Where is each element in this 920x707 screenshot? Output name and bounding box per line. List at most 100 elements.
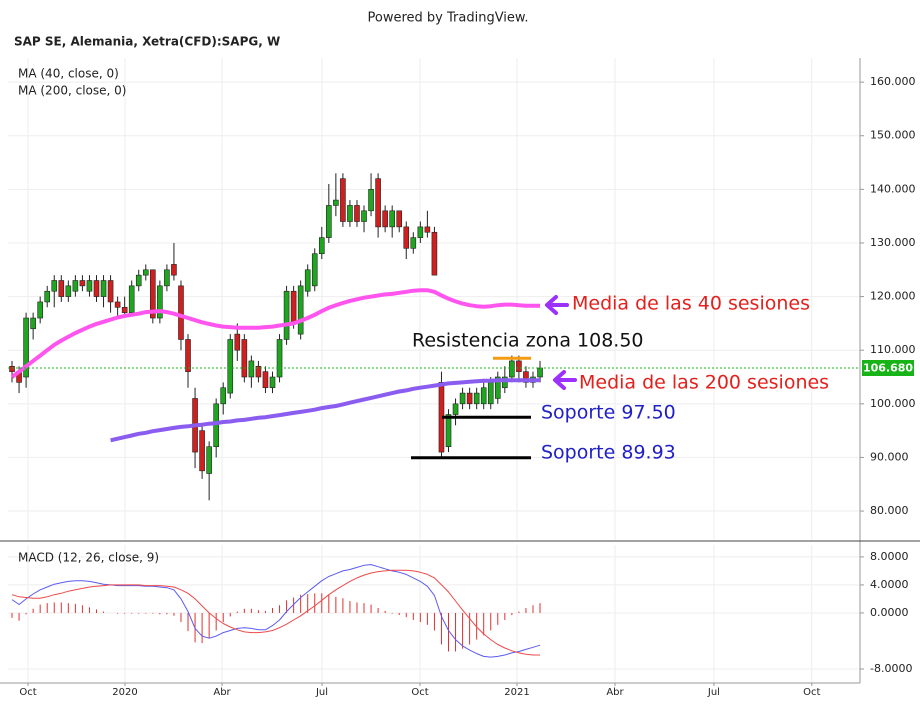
candle-body: [185, 339, 191, 372]
y-tick-label: 80.000: [870, 504, 909, 517]
candle-body: [220, 387, 227, 405]
candle-body: [431, 231, 438, 276]
candle-body: [213, 403, 219, 448]
candle-body: [473, 392, 480, 405]
candle-body: [537, 367, 543, 378]
candle-body: [445, 414, 452, 448]
legend-entry: MA (40, close, 0): [18, 67, 119, 81]
y-tick-label: 160.000: [870, 75, 916, 88]
candle-body: [523, 371, 529, 383]
level-label: Soporte 89.93: [541, 442, 676, 464]
candle-body: [276, 339, 283, 378]
candle-body: [114, 301, 121, 308]
candle-body: [107, 280, 114, 303]
level-label: Soporte 97.50: [541, 402, 676, 424]
y-tick-label: 140.000: [870, 182, 916, 195]
y-tick-label: 100.000: [870, 397, 916, 410]
candle-body: [58, 280, 65, 297]
chart-title: SAP SE, Alemania, Xetra(CFD):SAPG, W: [14, 35, 280, 49]
candle-body: [150, 269, 156, 319]
moving-average-line: [10, 288, 540, 379]
candle-body: [311, 253, 318, 287]
arrow: [545, 295, 569, 315]
y-tick-label: 90.000: [870, 450, 909, 463]
candle-body: [248, 360, 255, 378]
candle-body: [389, 210, 395, 228]
y-tick-label: 120.000: [870, 290, 916, 303]
y-tick-label: 8.0000: [870, 550, 909, 563]
candle-body: [494, 376, 501, 399]
candle-body: [368, 189, 374, 212]
grid: [8, 58, 860, 683]
candle-body: [86, 280, 93, 292]
candle-body: [44, 290, 51, 303]
candle-body: [65, 285, 72, 297]
candle-body: [347, 205, 353, 222]
y-tick-label: -8.0000: [870, 662, 912, 675]
last-price-label: 106.680: [863, 362, 913, 375]
candle-body: [283, 290, 290, 340]
candle-body: [227, 339, 234, 394]
annotation: Media de las 200 sesiones: [579, 372, 829, 394]
y-tick-label: 150.000: [870, 129, 916, 142]
candle-body: [121, 307, 128, 313]
macd-title: MACD (12, 26, close, 9): [18, 551, 159, 565]
candle-body: [164, 269, 170, 287]
y-tick-label: 130.000: [870, 236, 916, 249]
candle-body: [410, 237, 417, 249]
legend-entry: MA (200, close, 0): [18, 84, 126, 98]
candle-body: [459, 392, 466, 405]
candle-body: [269, 376, 276, 389]
candle-body: [382, 210, 388, 228]
candle-body: [318, 237, 325, 254]
candle-body: [516, 360, 522, 372]
candle-body: [304, 269, 311, 292]
y-tick-label: 110.000: [870, 343, 916, 356]
candle-body: [23, 317, 29, 378]
candle-body: [326, 205, 332, 238]
candle-body: [157, 285, 163, 319]
arrow: [553, 370, 577, 390]
x-tick-label: Oct: [803, 687, 820, 698]
moving-average-line: [110, 378, 540, 443]
candle-body: [452, 403, 459, 415]
x-tick-label: 2020: [112, 687, 137, 698]
plot: Resistencia zona 108.50 Soporte 97.50 Sopo…: [8, 173, 860, 658]
candle-body: [297, 285, 304, 335]
candle-body: [424, 226, 431, 233]
candle-body: [142, 269, 149, 276]
candle-body: [37, 301, 43, 319]
y-tick-label: 4.0000: [870, 578, 909, 591]
x-tick-label: 2021: [504, 687, 529, 698]
x-tick-label: Oct: [19, 687, 36, 698]
x-tick-label: Jul: [707, 687, 720, 698]
candle-body: [361, 210, 367, 222]
candle-body: [241, 339, 248, 378]
candle-body: [171, 264, 177, 276]
candle-body: [340, 178, 346, 222]
annotation: Media de las 40 sesiones: [572, 293, 810, 315]
candle-body: [375, 178, 381, 228]
candle-body: [135, 274, 142, 287]
level-label: Resistencia zona 108.50: [412, 330, 644, 352]
candle-body: [79, 280, 86, 287]
candle-body: [466, 392, 473, 405]
candle-body: [72, 280, 79, 292]
candle-body: [417, 226, 424, 238]
candle-body: [51, 280, 58, 292]
candle-body: [396, 210, 403, 228]
credit: Powered by TradingView.: [368, 11, 529, 26]
candle-body: [290, 290, 297, 324]
candle-body: [502, 376, 508, 389]
y-tick-label: 0.0000: [870, 606, 909, 619]
candle-body: [206, 446, 212, 474]
candle-body: [199, 430, 205, 472]
candle-body: [509, 360, 515, 378]
candle-body: [480, 387, 487, 405]
macd-line: [11, 569, 540, 656]
candle-body: [178, 285, 184, 340]
x-tick-label: Abr: [213, 687, 231, 698]
x-tick-label: Jul: [315, 687, 328, 698]
